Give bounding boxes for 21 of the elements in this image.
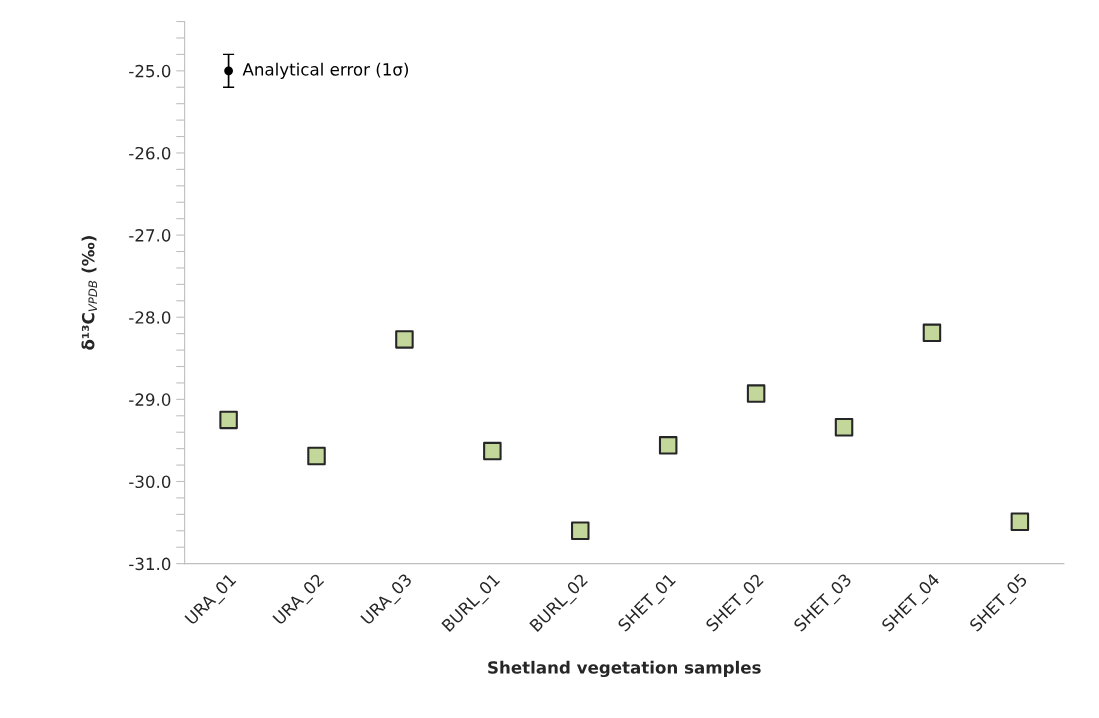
y-tick-label: -31.0 xyxy=(129,557,171,571)
point xyxy=(395,330,414,349)
point xyxy=(219,410,238,430)
y-tick-label: -26.0 xyxy=(129,146,171,160)
point xyxy=(834,418,854,437)
point xyxy=(658,436,678,455)
y-tick-label: -29.0 xyxy=(129,393,171,406)
point xyxy=(922,323,942,343)
point xyxy=(1010,512,1030,531)
y-axis-title: δ¹³C$_{VPDB}$ (‰) xyxy=(81,236,97,350)
y-tick-label: -25.0 xyxy=(129,64,171,78)
y-tick-label: -28.0 xyxy=(129,311,171,324)
point xyxy=(307,446,326,466)
y-tick-label: -30.0 xyxy=(129,475,171,489)
y-tick-label: -27.0 xyxy=(129,229,171,242)
series-label: Analytical error (1σ) xyxy=(242,62,408,79)
x-axis-title: Shetland vegetation samples xyxy=(488,660,761,678)
point xyxy=(483,441,502,461)
point xyxy=(224,66,233,76)
point xyxy=(746,384,766,403)
point xyxy=(571,521,590,541)
